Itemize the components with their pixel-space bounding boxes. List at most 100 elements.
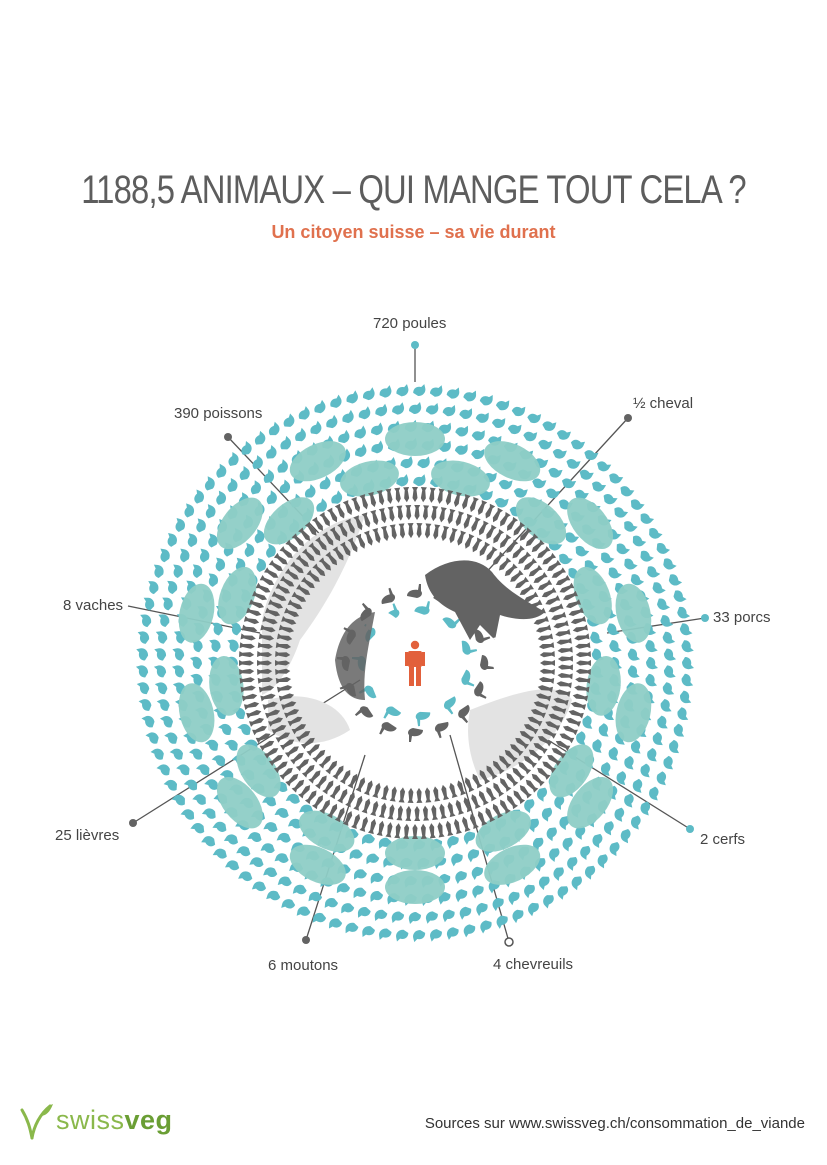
chicken-icon (574, 489, 589, 500)
hare-icon (414, 601, 430, 615)
fish-icon (394, 823, 401, 839)
chicken-icon (463, 390, 477, 402)
pig-icon (573, 566, 612, 625)
fish-icon (325, 760, 338, 775)
chicken-icon (438, 422, 452, 434)
fish-icon (295, 758, 309, 772)
fish-icon (433, 786, 441, 802)
fish-icon (257, 642, 273, 649)
fish-icon (453, 491, 463, 508)
fish-icon (239, 651, 255, 658)
fish-icon (367, 818, 377, 835)
chicken-icon (224, 739, 238, 751)
fish-icon (376, 820, 385, 837)
fish-icon (345, 518, 355, 534)
chicken-icon (512, 909, 524, 924)
sprout-logo-icon (20, 1104, 53, 1140)
chicken-icon (345, 922, 359, 934)
chicken-icon (153, 665, 167, 678)
fish-icon (280, 575, 295, 587)
chicken-icon (680, 690, 692, 704)
chicken-icon (274, 808, 289, 818)
chicken-icon (480, 920, 492, 934)
fish-icon (396, 505, 403, 521)
chicken-icon (136, 648, 149, 661)
chicken-icon (155, 631, 168, 644)
chicken-icon (187, 533, 198, 548)
chicken-icon (652, 582, 666, 594)
fish-icon (308, 770, 321, 784)
chicken-icon (471, 866, 483, 880)
fish-icon (424, 523, 432, 539)
chicken-icon (208, 533, 218, 548)
fish-icon (298, 785, 311, 799)
chicken-icon (192, 794, 206, 805)
fish-icon (255, 733, 271, 744)
fish-icon (319, 512, 330, 527)
fish-icon (275, 732, 291, 743)
fish-icon (449, 782, 458, 799)
chicken-icon (336, 883, 351, 894)
chicken-icon (251, 881, 267, 892)
fish-icon (285, 539, 299, 553)
chicken-icon (319, 475, 331, 490)
chicken-icon (576, 731, 586, 745)
fish-icon (339, 769, 351, 785)
chicken-icon (451, 853, 463, 867)
chicken-icon (408, 912, 421, 924)
fish-icon (518, 761, 532, 775)
fish-icon (513, 521, 526, 536)
hare-icon (381, 587, 396, 605)
chicken-icon (287, 818, 303, 829)
chicken-icon (532, 478, 547, 489)
fish-icon (574, 633, 590, 641)
fish-icon (542, 761, 557, 774)
chicken-icon (528, 902, 539, 917)
callout-dots (129, 341, 709, 947)
sources-link[interactable]: Sources sur www.swissveg.ch/consommation… (424, 1115, 805, 1132)
fish-icon (389, 786, 397, 802)
chicken-icon (283, 413, 295, 427)
chicken-icon (645, 640, 658, 653)
pig-icon (515, 497, 567, 545)
chicken-icon (463, 924, 476, 938)
chicken-icon (277, 876, 292, 887)
fish-icon (576, 660, 591, 666)
chicken-icon (616, 771, 627, 786)
fish-icon (351, 813, 361, 830)
fish-icon (376, 489, 385, 506)
fish-icon (332, 765, 344, 780)
chicken-icon (366, 853, 380, 865)
fish-icon (525, 533, 539, 547)
fish-icon (387, 804, 395, 820)
chicken-icon (391, 911, 405, 924)
fish-icon (441, 784, 450, 801)
chicken-icon (254, 529, 265, 544)
fish-icon (240, 633, 256, 641)
pig-icon (263, 497, 315, 545)
label-porcs: 33 porcs (713, 609, 771, 626)
fish-icon (568, 710, 584, 719)
fish-icon (318, 755, 332, 769)
chicken-icon (223, 834, 239, 845)
chicken-icon (575, 545, 590, 557)
chicken-icon (211, 622, 223, 636)
chicken-icon (145, 732, 159, 744)
fish-icon (492, 551, 505, 566)
fish-icon (301, 764, 315, 778)
fish-icon (300, 737, 315, 750)
fish-icon (291, 779, 305, 793)
fish-icon (315, 775, 327, 790)
fish-icon (342, 500, 353, 516)
fish-icon (498, 755, 512, 769)
fish-icon (378, 802, 387, 819)
chicken-icon (538, 876, 550, 891)
chicken-icon (260, 843, 275, 854)
chicken-icon (614, 807, 625, 822)
chicken-icon (370, 891, 384, 902)
fish-icon (537, 685, 554, 693)
fish-icon (275, 642, 292, 649)
chicken-icon (603, 821, 614, 836)
chicken-icon (553, 867, 564, 882)
pig-icon (289, 441, 346, 482)
